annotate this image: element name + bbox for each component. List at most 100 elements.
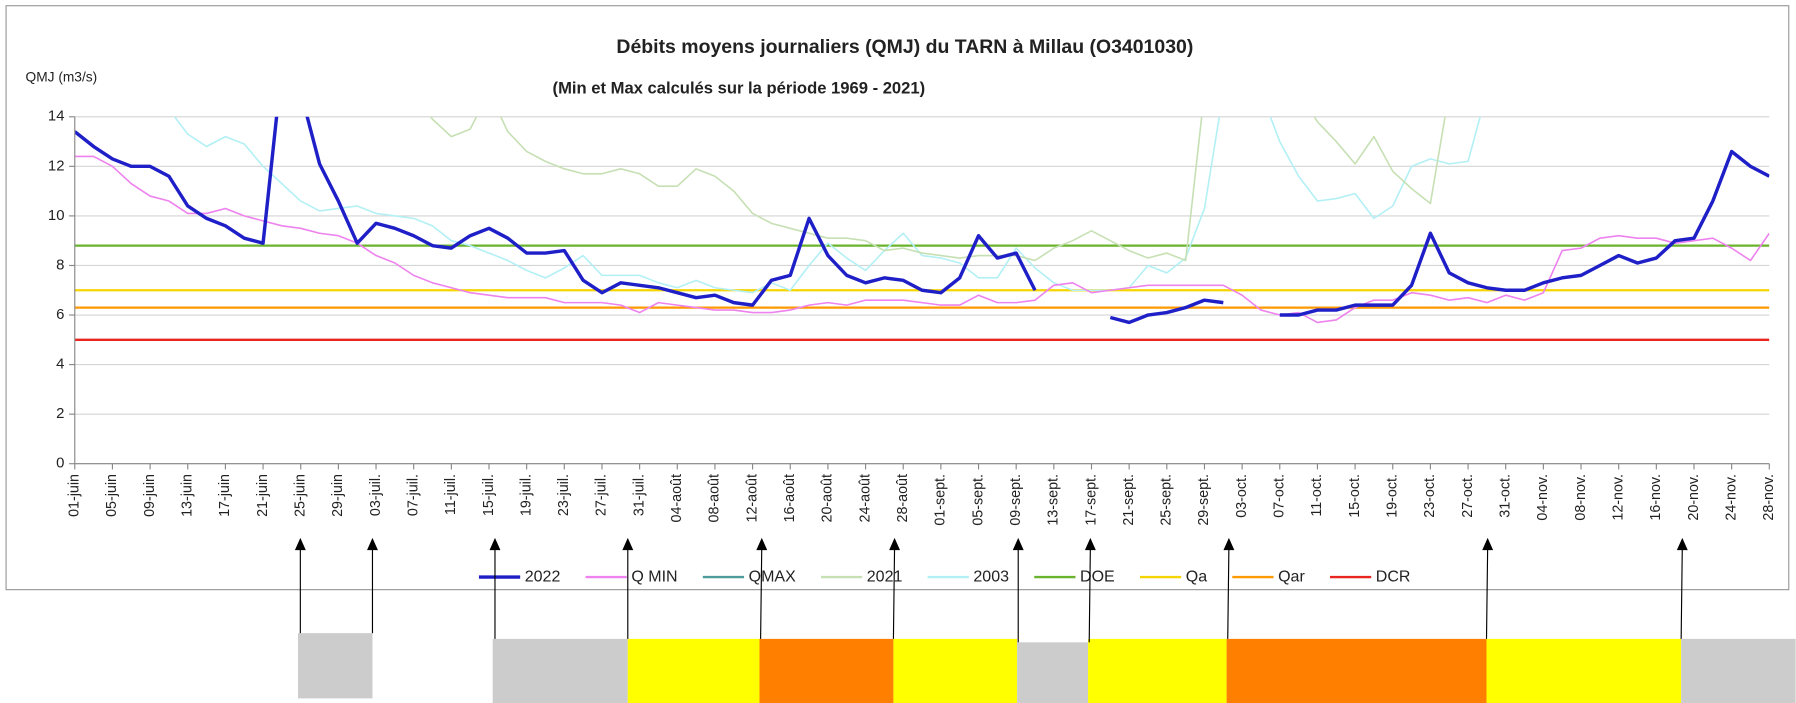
x-tick-label: 28-août <box>895 474 911 523</box>
x-tick-label: 19-juil. <box>518 474 534 516</box>
band <box>627 638 760 703</box>
band <box>298 633 373 699</box>
legend-label: Q MIN <box>631 567 677 585</box>
band <box>1017 642 1089 703</box>
x-tick-label: 13-sept. <box>1046 474 1062 526</box>
band <box>1226 638 1487 703</box>
arrow-head <box>1223 537 1235 551</box>
chart-subtitle: (Min et Max calculés sur la période 1969… <box>553 79 926 98</box>
x-tick-label: 27-oct. <box>1460 474 1476 518</box>
series-line <box>74 116 1037 307</box>
x-tick-label: 24-nov. <box>1723 474 1739 521</box>
arrow-head <box>489 537 501 551</box>
band <box>759 638 894 703</box>
band <box>492 638 628 703</box>
y-tick-label: 8 <box>56 257 64 273</box>
x-tick-label: 09-juin <box>142 474 158 517</box>
x-tick-label: 21-juin <box>255 474 271 517</box>
y-tick-label: 4 <box>56 357 64 373</box>
x-tick-label: 01-juin <box>67 474 83 517</box>
arrow <box>892 547 896 639</box>
legend-label: 2021 <box>867 567 903 585</box>
x-tick-label: 17-juin <box>217 474 233 517</box>
y-tick-label: 10 <box>48 208 65 224</box>
x-tick-label: 23-oct. <box>1422 474 1438 518</box>
x-tick-label: 04-nov. <box>1535 474 1551 521</box>
arrow-head <box>367 537 378 551</box>
arrow <box>760 547 763 639</box>
x-tick-label: 08-août <box>707 474 723 523</box>
x-tick-label: 12-nov. <box>1610 474 1626 521</box>
series-line <box>1109 298 1224 325</box>
arrow-head <box>1012 537 1024 551</box>
y-tick-label: 2 <box>56 406 64 422</box>
arrow-head <box>889 537 901 551</box>
legend: 2022 Q MIN QMAX 2021 2003 DOE Qa Qar DCR <box>478 567 1411 585</box>
axes: 0 2 4 6 8 10 12 14 01-juin 05-juin 09-juin 13-juin 1… <box>48 109 1777 526</box>
arrow-head <box>294 537 306 551</box>
x-tick-label: 24-août <box>857 474 873 523</box>
x-tick-label: 05-juin <box>104 474 120 517</box>
legend-label: DOE <box>1080 567 1115 585</box>
x-tick-label: 29-juin <box>330 474 346 517</box>
x-tick-label: 05-sept. <box>970 474 986 526</box>
x-tick-label: 29-sept. <box>1196 474 1212 526</box>
x-tick-label: 20-août <box>820 474 836 523</box>
band <box>1486 638 1682 703</box>
x-tick-label: 21-sept. <box>1121 474 1137 526</box>
legend-label: 2003 <box>973 567 1009 585</box>
arrow <box>1088 547 1091 643</box>
x-tick-label: 07-oct. <box>1272 474 1288 518</box>
x-tick-label: 17-sept. <box>1083 474 1099 526</box>
band <box>1088 638 1227 703</box>
legend-label: 2022 <box>525 567 561 585</box>
arrow-head <box>622 537 634 551</box>
x-tick-label: 31-oct. <box>1497 474 1513 518</box>
y-axis-label: QMJ (m3/s) <box>26 69 98 84</box>
y-tick-label: 6 <box>56 307 64 323</box>
series-line <box>429 116 1446 262</box>
y-tick-label: 12 <box>48 158 65 174</box>
x-tick-label: 11-juil. <box>443 474 459 515</box>
x-tick-label: 15-juil. <box>481 474 497 516</box>
arrows <box>294 537 1688 643</box>
x-tick-label: 07-juil. <box>405 474 421 516</box>
x-tick-label: 09-sept. <box>1008 474 1024 526</box>
period-bands <box>298 633 1796 703</box>
band <box>1681 638 1796 703</box>
arrow <box>1485 547 1489 639</box>
x-tick-label: 13-juin <box>180 474 196 517</box>
series-line <box>173 116 1481 294</box>
x-tick-label: 03-oct. <box>1234 474 1250 518</box>
x-tick-label: 25-juin <box>292 474 308 517</box>
chart-frame <box>5 5 1790 591</box>
legend-label: Qa <box>1186 567 1207 585</box>
arrow <box>1680 547 1683 639</box>
x-tick-label: 31-juil. <box>631 474 647 516</box>
plot-area <box>74 116 1770 341</box>
arrow-head <box>1084 537 1096 551</box>
band <box>893 638 1018 703</box>
x-tick-label: 04-août <box>669 474 685 523</box>
arrow-head <box>1482 537 1494 551</box>
arrow-head <box>756 537 768 551</box>
arrow <box>1227 547 1230 639</box>
x-tick-label: 25-sept. <box>1159 474 1175 526</box>
series-line <box>1279 149 1770 317</box>
x-tick-label: 01-sept. <box>933 474 949 526</box>
legend-label: DCR <box>1376 567 1411 585</box>
x-tick-label: 03-juil. <box>368 474 384 516</box>
y-tick-label: 14 <box>48 109 65 125</box>
arrow-head <box>1676 537 1688 551</box>
chart-title: Débits moyens journaliers (QMJ) du TARN … <box>616 36 1193 58</box>
x-tick-label: 23-juil. <box>556 474 572 516</box>
x-tick-label: 16-août <box>782 474 798 523</box>
x-tick-label: 19-oct. <box>1385 474 1401 518</box>
x-tick-label: 28-nov. <box>1761 474 1777 521</box>
x-tick-label: 16-nov. <box>1648 474 1664 521</box>
legend-label: QMAX <box>749 567 796 585</box>
x-tick-label: 12-août <box>744 474 760 523</box>
x-tick-label: 20-nov. <box>1686 474 1702 521</box>
x-tick-label: 08-nov. <box>1573 474 1589 521</box>
